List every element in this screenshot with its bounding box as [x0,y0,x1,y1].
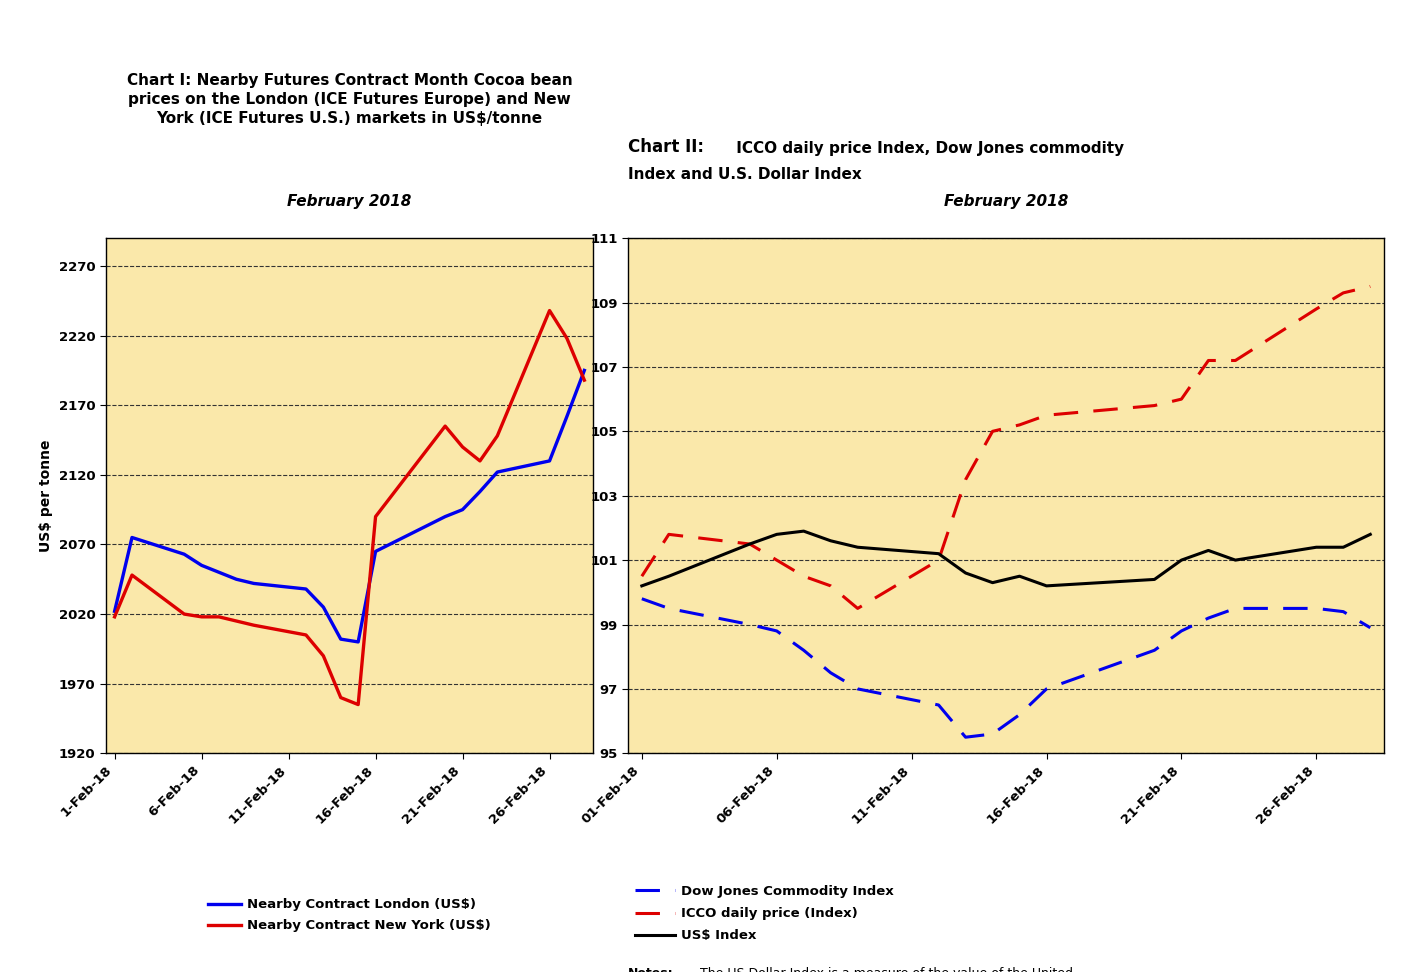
Text: ICCO daily price Index, Dow Jones commodity: ICCO daily price Index, Dow Jones commod… [731,141,1124,156]
Text: February 2018: February 2018 [943,194,1069,209]
Text: Chart II:: Chart II: [628,137,705,156]
Text: February 2018: February 2018 [287,194,412,209]
Text: Index and U.S. Dollar Index: Index and U.S. Dollar Index [628,167,863,182]
Y-axis label: US$ per tonne: US$ per tonne [40,439,54,552]
Text: Notes:: Notes: [628,967,674,972]
Legend: Dow Jones Commodity Index, ICCO daily price (Index), US$ Index: Dow Jones Commodity Index, ICCO daily pr… [635,885,894,943]
Legend: Nearby Contract London (US$), Nearby Contract New York (US$): Nearby Contract London (US$), Nearby Con… [208,898,491,932]
Text: The US Dollar Index is a measure of the value of the United
States dollar relati: The US Dollar Index is a measure of the … [696,967,1127,972]
Text: Chart I: Nearby Futures Contract Month Cocoa bean
prices on the London (ICE Futu: Chart I: Nearby Futures Contract Month C… [127,73,572,126]
